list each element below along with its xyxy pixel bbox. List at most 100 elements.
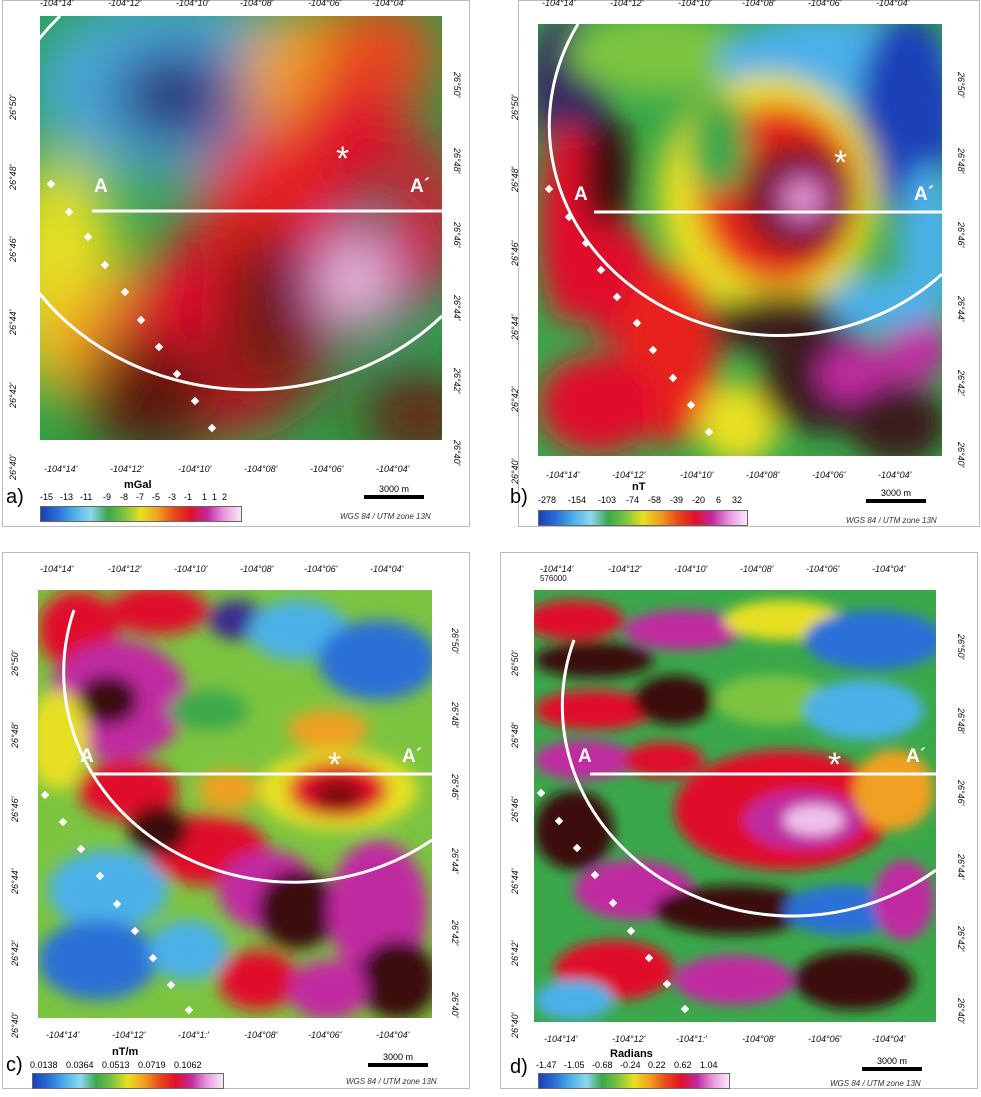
bottom-lon-tick: -104°10' [178,464,212,474]
top-lon-tick: -104°06' [808,0,842,8]
right-lat-tick: 26°46' [956,222,966,248]
left-lat-tick: 26°48' [8,164,18,190]
top-lon-tick: -104°06' [806,564,840,574]
section-end-label: A´ [914,184,935,205]
bottom-lon-tick: -104°08' [244,464,278,474]
colorbar-value: -5 [152,492,161,502]
colorbar-value: -8 [120,492,129,502]
top-lon-tick: -104°08' [742,0,776,8]
left-lat-tick: 26°42' [8,382,18,408]
top-lon-tick: -104°10' [678,0,712,8]
right-lat-tick: 26°42' [956,926,966,952]
scale-bar-line [862,1067,922,1071]
left-lat-tick: 26°42' [510,386,520,412]
panel-letter: c) [6,1054,23,1076]
scale-bar-label: 3000 m [876,1056,908,1066]
left-lat-tick: 26°50' [510,94,520,120]
colorbar-value: -1.47 [536,1060,557,1070]
panel-letter: b) [510,486,528,508]
colorbar [538,510,748,526]
panel-frame [2,552,470,1089]
tilt-derivative-map [534,590,936,1022]
right-lat-tick: 26°46' [452,222,462,248]
caldera-arc [40,16,442,392]
left-lat-tick: 26°42' [510,940,520,966]
scale-bar: 3000 m [866,488,926,503]
left-lat-tick: 26°40' [510,1012,520,1038]
colorbar [538,1073,730,1089]
colorbar-value: 1 [212,492,218,502]
panel-c: -104°14' -104°12' -104°10' -104°08' -104… [0,552,470,1092]
top-lon-tick: -104°06' [304,564,338,574]
right-lat-tick: 26°42' [452,368,462,394]
right-lat-tick: 26°48' [956,708,966,734]
bottom-lon-tick: -104°06' [308,1030,342,1040]
bottom-lon-tick: -104°08' [742,1034,776,1044]
colorbar-value: -9 [103,492,112,502]
colorbar [40,506,242,522]
magnetic-anomaly-map [538,24,942,456]
colorbar-value: -154 [568,495,587,505]
left-lat-tick: 26°50' [510,650,520,676]
bottom-lon-tick: -104°14' [546,470,580,480]
right-lat-tick: 26°40' [956,998,966,1024]
section-end-label: A´ [410,176,431,197]
colorbar-value: -1 [184,492,193,502]
right-lat-tick: 26°48' [956,148,966,174]
scale-bar-label: 3000 m [378,484,410,494]
section-start-label: A [80,746,94,767]
star-marker: * [328,746,342,784]
top-lon-tick: -104°04' [872,564,906,574]
left-lat-tick: 26°50' [8,94,18,120]
colorbar-value: 0.0513 [102,1060,130,1070]
right-lat-tick: 26°50' [956,72,966,98]
top-lon-tick: -104°06' [308,0,342,8]
bottom-lon-tick: -104°14' [46,1030,80,1040]
right-lat-tick: 26°40' [450,992,460,1018]
colorbar-value: 0.22 [648,1060,666,1070]
caldera-arc [62,609,432,884]
bottom-lon-tick: -104°08' [244,1030,278,1040]
bottom-lon-tick: -104°12' [110,464,144,474]
colorbar-value: -74 [626,495,640,505]
bottom-lon-tick: -104°04' [376,464,410,474]
bottom-lon-tick: -104°1:' [178,1030,209,1040]
top-lon-tick: -104°14' [40,564,74,574]
left-lat-tick: 26°44' [510,314,520,340]
right-lat-tick: 26°42' [450,920,460,946]
colorbar-value: 32 [732,495,743,505]
colorbar [32,1073,224,1089]
right-lat-tick: 26°46' [956,780,966,806]
right-lat-tick: 26°44' [956,296,966,322]
left-lat-tick: 26°46' [10,796,20,822]
colorbar-value: -3 [168,492,177,502]
top-lon-tick: -104°14' [40,0,74,8]
bottom-lon-tick: -104°12' [112,1030,146,1040]
colorbar-value: 0.1062 [174,1060,202,1070]
right-lat-tick: 26°50' [450,628,460,654]
colorbar-value: -7 [136,492,145,502]
section-start-label: A [94,176,108,197]
colorbar-value: 2 [222,492,228,502]
colorbar-value: -11 [80,492,93,502]
star-marker: * [828,746,842,784]
colorbar-value: -13 [60,492,74,502]
top-lon-tick: -104°08' [240,0,274,8]
top-lon-tick: -104°10' [674,564,708,574]
projection-label: WGS 84 / UTM zone 13N [846,516,937,525]
top-lon-tick: -104°12' [108,0,142,8]
colorbar-value: -0.68 [592,1060,613,1070]
top-lon-tick: -104°10' [176,0,210,8]
colorbar-unit: nT [632,481,646,493]
left-lat-tick: 26°44' [510,868,520,894]
scale-bar-label: 3000 m [880,488,912,498]
bottom-lon-tick: -104°04' [872,1034,906,1044]
right-lat-tick: 26°46' [450,774,460,800]
scale-bar: 3000 m [364,484,424,499]
left-lat-tick: 26°50' [10,650,20,676]
colorbar-value: 0.0719 [138,1060,166,1070]
left-lat-tick: 26°46' [510,796,520,822]
scale-bar-line [364,495,424,499]
left-lat-tick: 26°44' [8,309,18,335]
colorbar-value: 0.0364 [66,1060,94,1070]
